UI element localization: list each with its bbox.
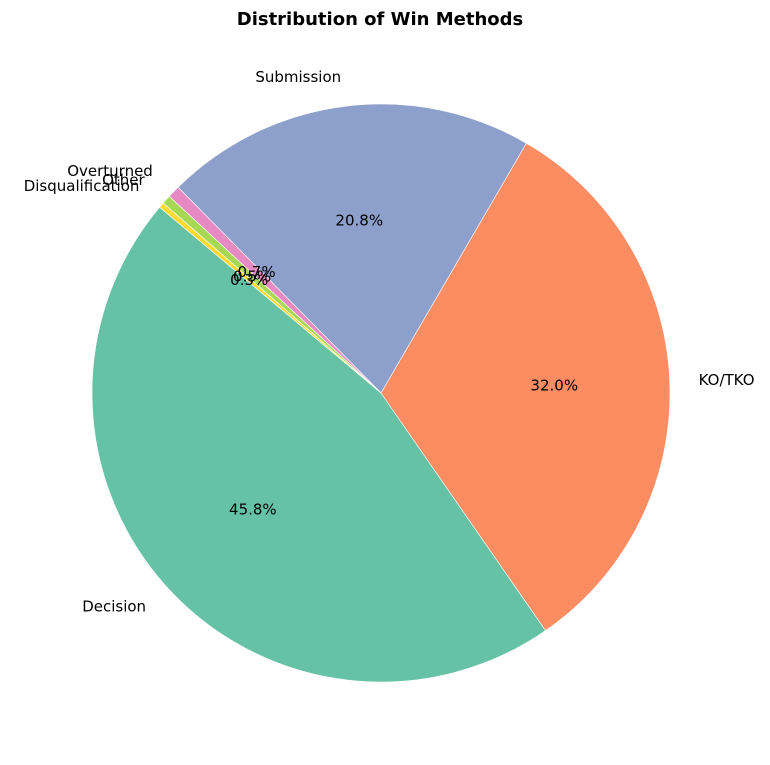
slice-label-submission: Submission (255, 68, 341, 86)
slice-percent-submission: 20.8% (335, 211, 383, 229)
slice-label-ko-tko: KO/TKO (699, 371, 755, 389)
chart-title: Distribution of Win Methods (237, 9, 523, 30)
slice-label-disqualification: Disqualification (24, 177, 140, 195)
slice-percent-decision: 45.8% (229, 500, 277, 518)
pie-slice-submission (177, 103, 527, 394)
pie-slices (91, 103, 671, 683)
slice-label-other: Other (102, 171, 145, 189)
pie-percent-labels: 45.8% 32.0% 20.8% 0.7%0.5%0.3% (229, 211, 578, 518)
pie-labels: Decision KO/TKO Submission OverturnedOtherD… (24, 68, 755, 616)
slice-percent-disqualification: 0.3% (230, 271, 268, 289)
pie-slice-decision (91, 206, 547, 683)
slice-percent-overturned: 0.7% (237, 263, 275, 281)
slice-percent-ko-tko: 32.0% (530, 377, 578, 395)
pie-slice-ko-tko (380, 142, 671, 631)
pie-slice-disqualification (159, 202, 382, 394)
slice-label-decision: Decision (82, 598, 146, 616)
slice-percent-other: 0.5% (233, 268, 271, 286)
slice-label-overturned: Overturned (67, 162, 153, 180)
